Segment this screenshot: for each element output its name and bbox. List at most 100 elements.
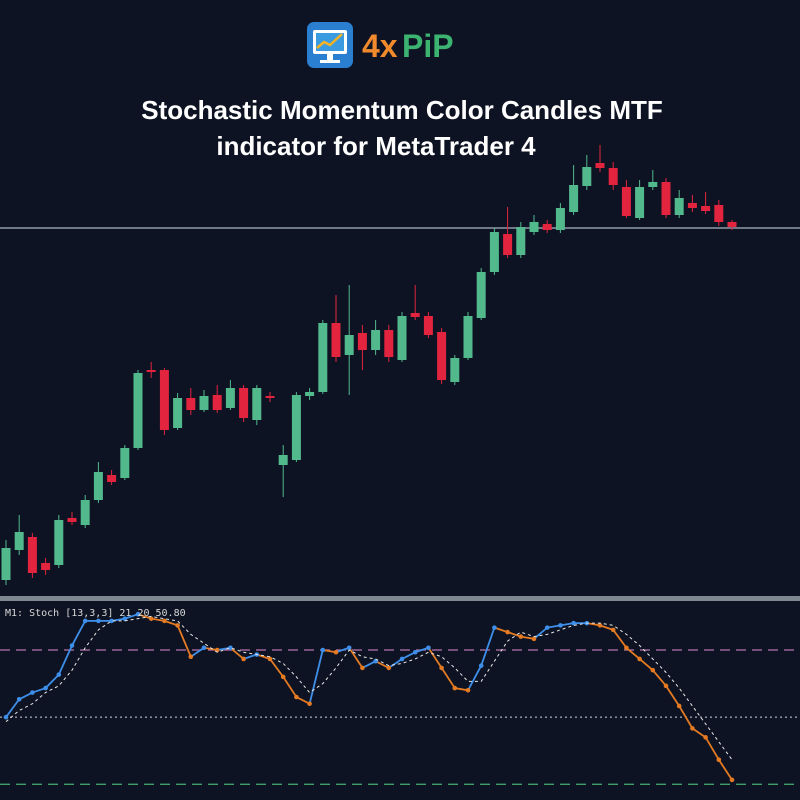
candle-body	[107, 475, 117, 482]
stoch-segment	[704, 736, 720, 761]
stoch-segment	[388, 658, 403, 669]
candle-body	[463, 316, 473, 358]
candle-body	[305, 392, 315, 396]
stoch-segment	[124, 613, 139, 620]
candle-body	[133, 373, 143, 448]
candle-body	[278, 455, 288, 465]
candle-body	[291, 395, 301, 460]
stoch-segment	[691, 727, 707, 739]
stoch-point	[531, 636, 537, 642]
stoch-segment	[718, 759, 733, 781]
stoch-segment	[256, 653, 271, 660]
logo-suffix: PiP	[402, 28, 454, 64]
stoch-point	[307, 701, 312, 707]
stoch-point	[333, 649, 339, 655]
stoch-point	[452, 685, 458, 691]
candle-body	[635, 187, 645, 218]
stoch-segment	[308, 649, 324, 704]
candle-body	[120, 448, 130, 478]
stoch-segment	[57, 645, 73, 676]
stoch-point	[478, 663, 484, 668]
stoch-point	[175, 623, 180, 628]
candle-body	[212, 395, 222, 410]
stoch-segment	[295, 696, 311, 705]
stoch-segment	[375, 660, 390, 669]
candle-body	[503, 234, 513, 255]
stoch-point	[465, 688, 471, 693]
stoch-segment	[5, 698, 20, 718]
stoch-point	[30, 690, 35, 695]
stoch-segment	[164, 620, 178, 627]
stoch-point	[505, 629, 510, 635]
indicator-label: M1: Stoch [13,3,3] 21 20 50.80	[5, 608, 186, 619]
candle-body	[331, 323, 341, 357]
logo-icon	[307, 22, 353, 68]
stoch-segment	[625, 647, 641, 660]
candle-body	[687, 203, 697, 208]
stoch-segment	[243, 653, 258, 660]
candle-body	[450, 358, 460, 382]
candle-body	[371, 330, 381, 350]
candle-body	[555, 208, 565, 230]
stoch-segment	[414, 646, 429, 654]
candle-body	[569, 185, 579, 212]
candle-body	[595, 163, 605, 168]
stoch-segment	[176, 625, 192, 658]
stoch-point	[544, 625, 550, 630]
stoch-point	[650, 667, 656, 673]
candle-body	[727, 222, 737, 227]
stoch-segment	[599, 624, 614, 631]
logo-prefix: 4x	[362, 28, 398, 64]
stoch-point	[96, 618, 101, 624]
stoch-point	[571, 620, 576, 626]
candle-body	[159, 370, 169, 430]
stoch-segment	[467, 665, 482, 691]
candle-body	[582, 167, 592, 186]
candle-body	[410, 313, 420, 317]
stoch-point	[690, 726, 695, 731]
stoch-point	[729, 777, 735, 783]
stoch-segment	[427, 647, 443, 669]
stoch-segment	[269, 658, 284, 678]
stoch-point	[360, 665, 365, 671]
stoch-point	[637, 656, 642, 662]
stoch-point	[294, 694, 299, 700]
stoch-point	[439, 665, 444, 671]
stoch-segment	[361, 660, 377, 669]
candle-body	[384, 330, 394, 357]
stoch-point	[135, 611, 141, 617]
stoch-point	[69, 643, 75, 648]
stoch-segment	[494, 626, 508, 633]
stoch-point	[109, 618, 114, 624]
stoch-point	[676, 703, 682, 709]
stoch-point	[148, 616, 154, 621]
stoch-segment	[44, 674, 60, 689]
candle-body	[265, 396, 275, 398]
candle-body	[714, 205, 724, 222]
stoch-segment	[480, 627, 496, 666]
stoch-point	[426, 645, 431, 651]
stoch-point	[703, 735, 708, 740]
stoch-point	[597, 623, 603, 628]
stoch-point	[320, 647, 326, 653]
stoch-segment	[401, 651, 416, 660]
stoch-point	[188, 654, 194, 660]
stoch-point	[412, 649, 418, 655]
stoch-point	[624, 645, 629, 651]
candle-body	[186, 398, 196, 410]
candle-body	[1, 548, 11, 580]
candle-body	[41, 563, 51, 570]
stoch-segment	[507, 631, 522, 638]
candle-body	[661, 182, 671, 215]
stoch-point	[43, 685, 48, 691]
stoch-segment	[612, 629, 628, 649]
stoch-point	[241, 656, 246, 662]
stoch-point	[558, 623, 563, 628]
candle-body	[27, 537, 37, 573]
stoch-segment	[71, 620, 86, 646]
stoch-segment	[639, 658, 654, 671]
stoch-segment	[190, 647, 205, 658]
candle-body	[437, 332, 447, 380]
stoch-point	[346, 645, 352, 651]
candle-body	[54, 520, 64, 565]
